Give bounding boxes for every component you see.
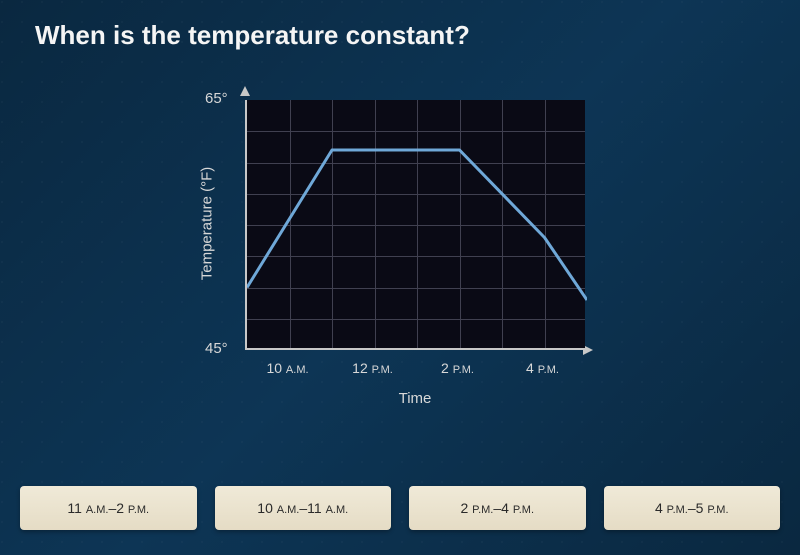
y-axis-arrow	[240, 86, 250, 96]
x-tick: 2 P.M.	[441, 360, 474, 376]
plot-area	[245, 100, 585, 350]
x-tick: 4 P.M.	[526, 360, 559, 376]
x-tick: 12 P.M.	[352, 360, 393, 376]
answer-options: 11 A.M.–2 P.M. 10 A.M.–11 A.M. 2 P.M.–4 P.…	[0, 486, 800, 530]
y-tick-min: 45°	[205, 340, 228, 357]
line-path	[247, 100, 587, 350]
y-axis-label: Temperature (°F)	[198, 167, 215, 281]
answer-option-0[interactable]: 11 A.M.–2 P.M.	[20, 486, 197, 530]
y-tick-max: 65°	[205, 90, 228, 107]
temperature-chart: Temperature (°F) 65° 45° 10 A.M. 12 P.M. 2…	[170, 90, 600, 430]
question-title: When is the temperature constant?	[0, 0, 800, 51]
answer-option-1[interactable]: 10 A.M.–11 A.M.	[215, 486, 392, 530]
answer-option-2[interactable]: 2 P.M.–4 P.M.	[409, 486, 586, 530]
x-tick-labels: 10 A.M. 12 P.M. 2 P.M. 4 P.M.	[245, 360, 585, 380]
x-axis-label: Time	[245, 390, 585, 407]
x-tick: 10 A.M.	[266, 360, 308, 376]
answer-option-3[interactable]: 4 P.M.–5 P.M.	[604, 486, 781, 530]
